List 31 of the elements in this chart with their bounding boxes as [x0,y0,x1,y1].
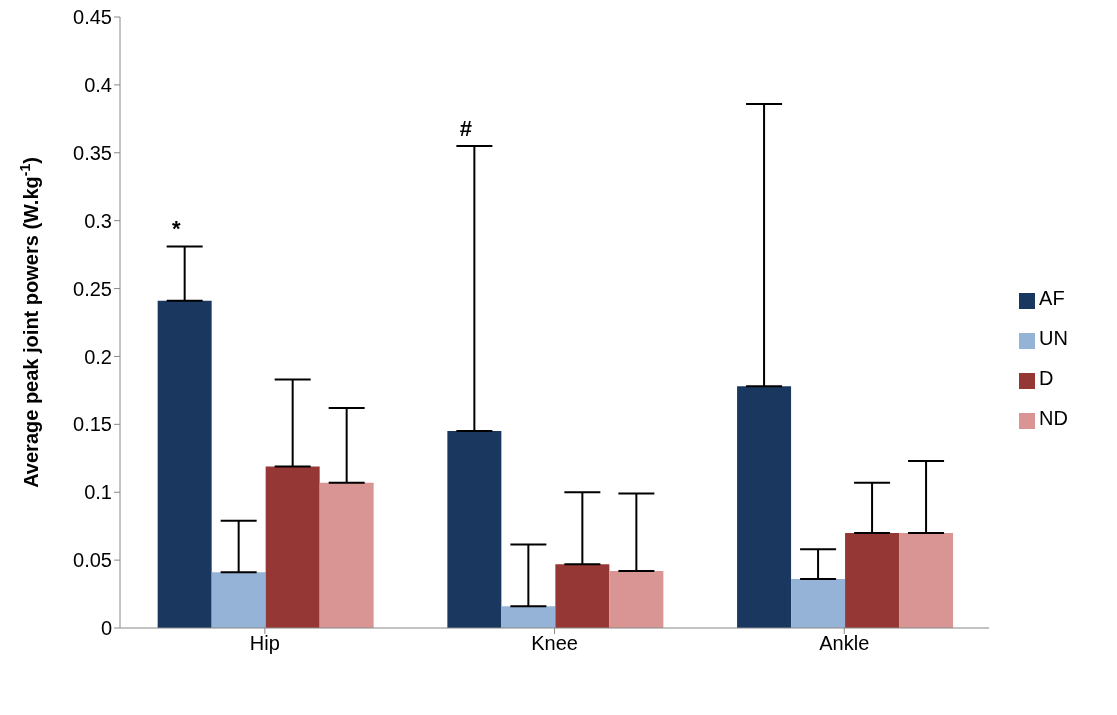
bar [447,431,502,628]
legend-label: D [1039,367,1054,389]
bar [265,466,320,628]
y-tick-label: 0.05 [73,549,112,572]
annotation: # [459,115,473,141]
bar [845,532,900,628]
x-tick-label: Ankle [819,632,870,655]
y-tick-label: 0 [100,617,112,640]
bar [211,572,266,628]
bar [899,532,954,628]
bar [157,300,212,628]
bar [609,570,664,628]
y-tick-label: 0.25 [73,277,112,300]
y-tick-label: 0.45 [73,6,112,29]
x-tick-label: Knee [531,632,578,655]
bar [737,386,792,628]
bar [555,564,610,628]
y-tick-label: 0.2 [84,345,112,368]
x-tick-label: Hip [249,632,280,655]
bar [319,482,374,628]
legend-label: AF [1039,287,1065,309]
annotation: * [171,216,181,242]
legend-label: UN [1039,327,1068,349]
legend-label: ND [1039,407,1068,429]
y-tick-label: 0.35 [73,141,112,164]
bar [501,606,556,628]
y-tick-label: 0.1 [84,481,112,504]
y-tick-label: 0.3 [84,209,112,232]
y-tick-label: 0.15 [73,413,112,436]
y-tick-label: 0.4 [84,73,112,96]
bar [791,579,846,628]
